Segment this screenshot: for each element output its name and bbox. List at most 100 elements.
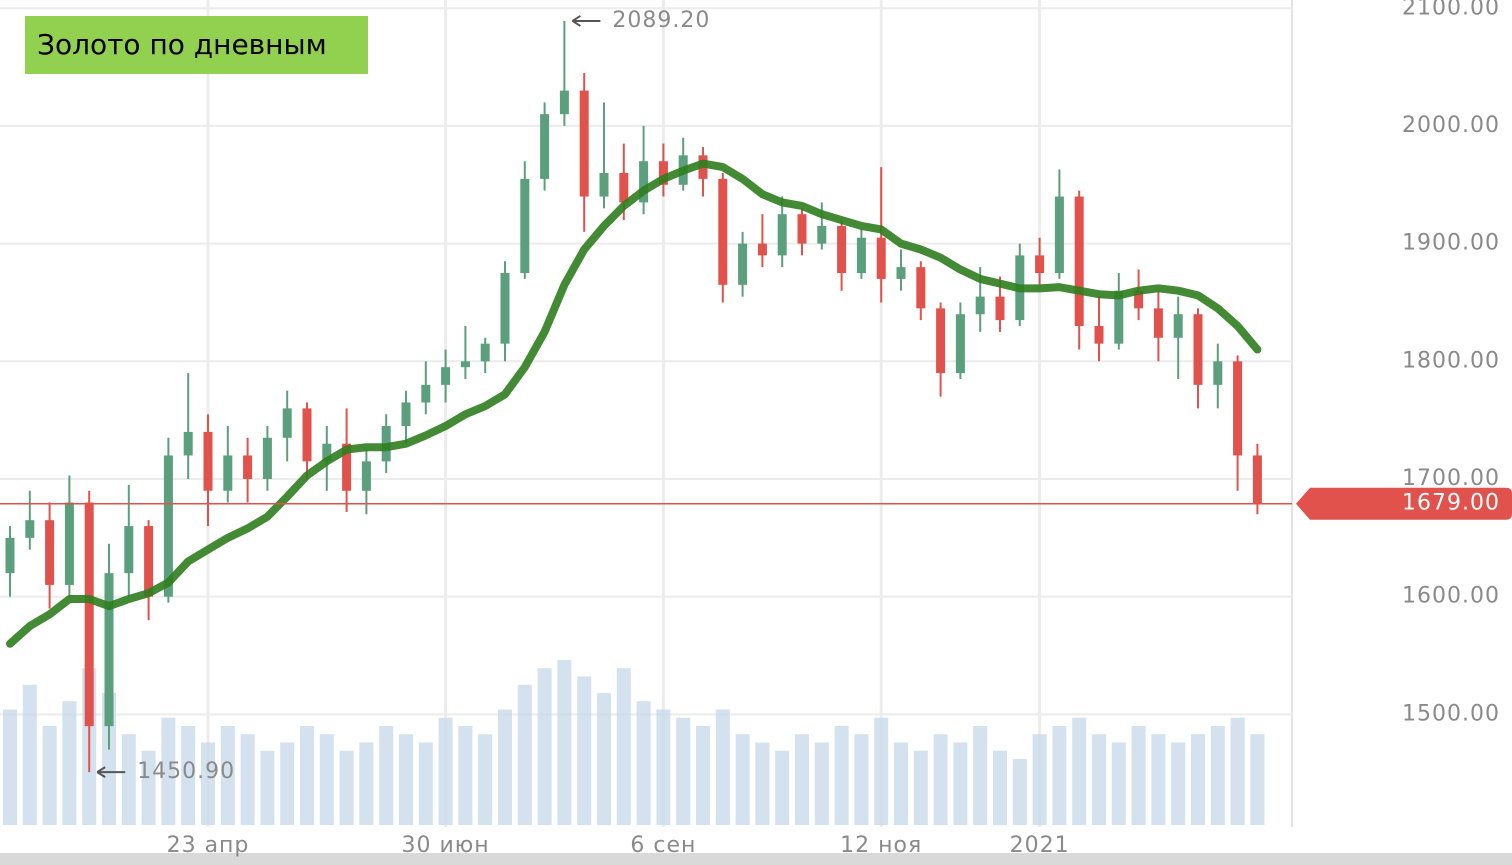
candle-body	[559, 90, 569, 115]
volume-bar	[993, 750, 1007, 825]
volume-bar	[557, 660, 572, 825]
candle-body	[856, 237, 866, 274]
annotation-label: 1450.90	[137, 759, 235, 784]
x-tick-label: 30 июн	[401, 833, 489, 858]
candle-body	[1173, 314, 1183, 338]
candle-body	[540, 114, 550, 179]
y-tick-label: 1700.00	[1402, 466, 1500, 491]
volume-bar	[161, 717, 176, 825]
volume-bar	[735, 734, 750, 825]
volume-bar	[913, 750, 928, 825]
y-tick-label: 2100.00	[1402, 0, 1500, 20]
volume-bar	[418, 742, 433, 825]
x-tick-label: 12 ноя	[840, 833, 922, 858]
candle-body	[223, 455, 233, 491]
volume-bar	[616, 668, 631, 825]
volume-bar	[537, 668, 552, 825]
volume-bar	[1171, 742, 1186, 825]
candle-body	[1114, 290, 1124, 344]
candle-body	[738, 243, 748, 285]
y-tick-label: 2000.00	[1402, 113, 1500, 138]
candle-body	[302, 408, 312, 462]
candle-body	[64, 502, 74, 585]
candle-body	[520, 178, 530, 274]
candle-body	[1054, 196, 1064, 274]
y-tick-label: 1500.00	[1402, 701, 1500, 726]
chart-title: Золото по дневным	[37, 28, 327, 61]
candle-body	[639, 161, 649, 203]
candle-body	[1074, 196, 1084, 326]
volume-bar	[1191, 734, 1205, 825]
candle-body	[262, 437, 272, 479]
candle-body	[322, 443, 332, 462]
y-tick-label: 1900.00	[1402, 231, 1500, 256]
volume-bar	[775, 750, 790, 825]
candle-body	[916, 267, 926, 309]
candle-body	[936, 308, 946, 374]
volume-bar	[458, 726, 473, 825]
candle-body	[837, 225, 847, 274]
volume-bar	[399, 734, 413, 825]
volume-bar	[676, 717, 691, 825]
volume-bar	[517, 684, 532, 825]
candle-body	[500, 273, 510, 344]
volume-bar	[656, 709, 671, 825]
candle-body	[342, 443, 352, 491]
candle-body	[599, 173, 609, 197]
volume-bar	[1052, 726, 1067, 825]
volume-bar	[834, 726, 849, 825]
candle-body	[817, 225, 827, 244]
volume-bar	[1032, 734, 1047, 825]
candle-body	[975, 296, 985, 315]
candle-body	[1213, 361, 1223, 385]
candle-body	[104, 573, 114, 727]
candle-body	[619, 173, 629, 203]
volume-bar	[319, 734, 334, 825]
volume-bar	[577, 676, 592, 825]
volume-bar	[636, 701, 651, 825]
volume-bar	[1250, 734, 1265, 825]
candle-body	[282, 408, 292, 438]
volume-bar	[22, 684, 37, 825]
candle-body	[480, 343, 490, 362]
price-tag	[1296, 487, 1512, 520]
candle-body	[955, 314, 965, 374]
candle-body	[401, 402, 411, 427]
volume-bar	[1151, 734, 1166, 825]
volume-bar	[478, 734, 493, 825]
volume-bar	[1131, 726, 1146, 825]
volume-bar	[755, 742, 770, 825]
volume-bar	[240, 734, 255, 825]
volume-bar	[1012, 759, 1027, 825]
volume-bar	[1230, 717, 1245, 825]
volume-bar	[1210, 726, 1225, 825]
bottom-strip	[0, 853, 1512, 865]
candle-body	[777, 214, 787, 256]
volume-bar	[42, 726, 57, 825]
candle-body	[1134, 290, 1144, 309]
candle-body	[5, 537, 15, 574]
volume-bar	[438, 717, 453, 825]
candle-body	[243, 455, 253, 479]
x-tick-label: 2021	[1010, 833, 1070, 858]
candle-body	[361, 461, 371, 491]
volume-bar	[220, 726, 235, 825]
candle-body	[183, 431, 193, 456]
x-tick-label: 23 апр	[167, 833, 250, 858]
candle-body	[1193, 314, 1203, 385]
volume-bar	[973, 726, 988, 825]
candle-body	[124, 526, 134, 574]
volume-bar	[280, 742, 295, 825]
annotation-label: 2089.20	[612, 8, 710, 33]
title-box	[25, 16, 368, 74]
candle-body	[995, 296, 1005, 321]
candle-body	[876, 237, 886, 279]
volume-bar	[3, 709, 17, 825]
candle-body	[84, 502, 94, 727]
x-tick-label: 6 сен	[630, 833, 696, 858]
volume-bar	[597, 693, 611, 825]
candle-body	[460, 361, 470, 368]
volume-bar	[1092, 734, 1106, 825]
candle-body	[25, 520, 35, 538]
volume-bar	[201, 742, 215, 825]
